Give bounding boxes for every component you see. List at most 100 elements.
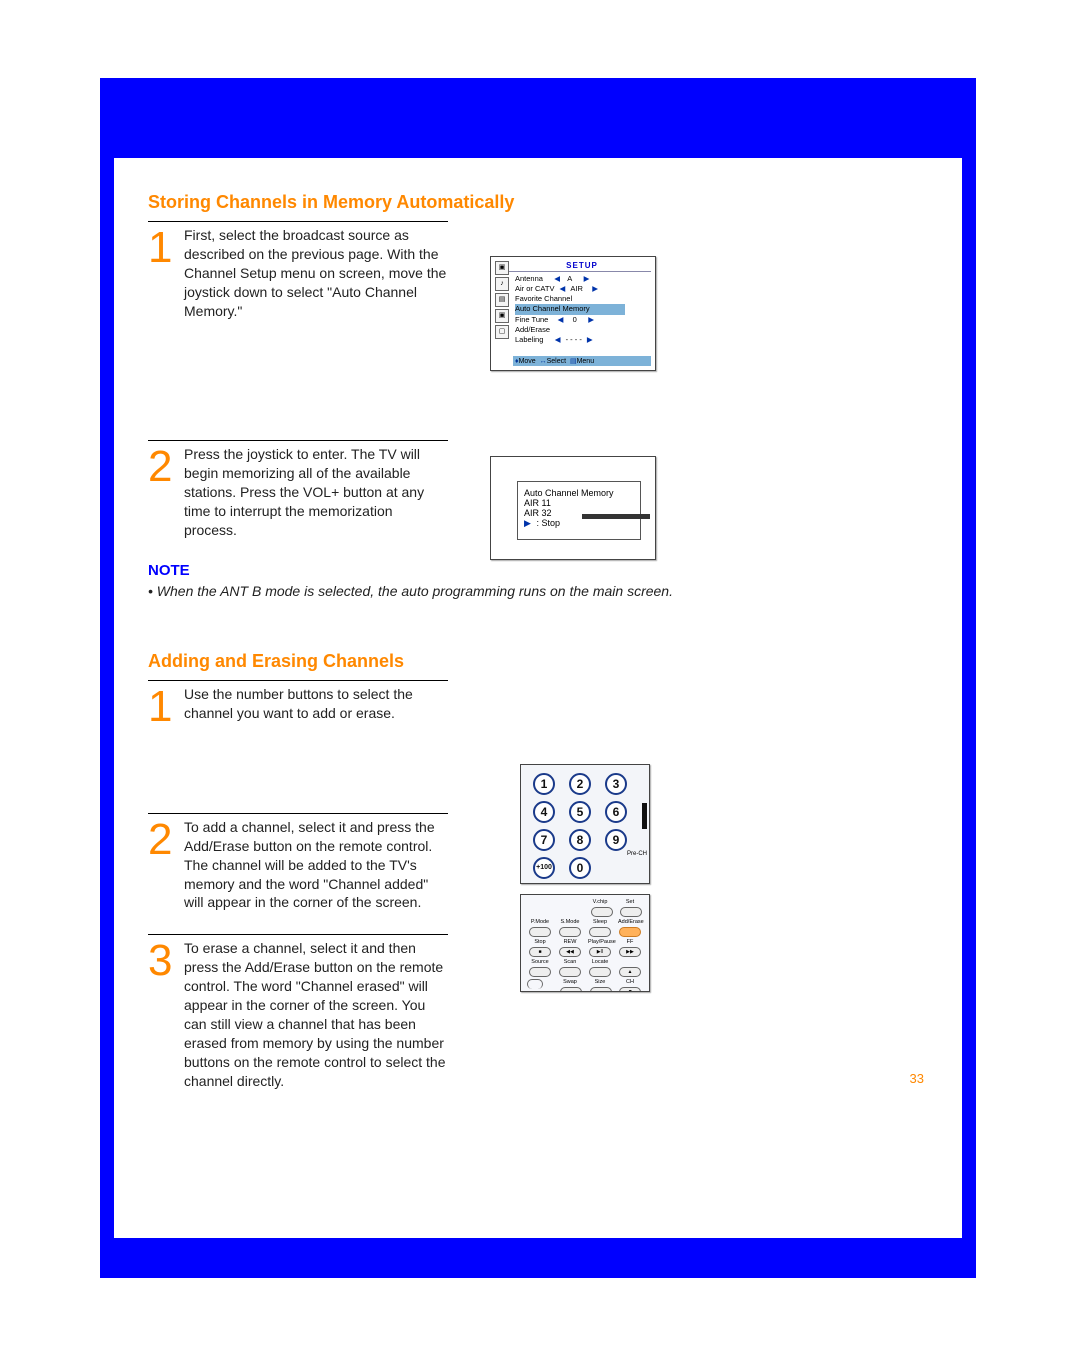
keypad: 1 2 3 4 5 6 7 8 9 +100 0: [533, 773, 645, 879]
keypad-button[interactable]: 9: [605, 829, 627, 851]
osd-icon: ▣: [495, 309, 509, 323]
step-block-a2: 2 Press the joystick to enter. The TV wi…: [148, 440, 448, 539]
remote-label: Source: [528, 959, 552, 965]
remote-label: FF: [618, 939, 642, 945]
osd-row-label: Labeling: [515, 335, 543, 344]
remote-button-swap[interactable]: [560, 987, 582, 992]
step-number: 3: [148, 939, 178, 1090]
step-text: Use the number buttons to select the cha…: [184, 685, 448, 729]
remote-label: Size: [588, 979, 612, 985]
keypad-dash-button[interactable]: [642, 803, 647, 829]
remote-button-size[interactable]: [590, 987, 612, 992]
step-number: 1: [148, 685, 178, 729]
step-text: Press the joystick to enter. The TV will…: [184, 445, 448, 539]
keypad-button[interactable]: 2: [569, 773, 591, 795]
remote-button-sleep[interactable]: [589, 927, 611, 937]
remote-button-smode[interactable]: [559, 927, 581, 937]
osd-row-value: AIR: [570, 284, 583, 293]
auto-channel-title: Auto Channel Memory: [524, 488, 634, 498]
osd-row-value: - - - -: [566, 335, 582, 344]
remote-button-scan[interactable]: [559, 967, 581, 977]
menu-icon: ▤: [570, 358, 577, 365]
keypad-button[interactable]: 1: [533, 773, 555, 795]
osd-row-highlighted: Auto Channel Memory: [515, 304, 625, 314]
remote-button[interactable]: [591, 907, 613, 917]
osd-footer-move: Move: [519, 358, 536, 365]
page-number: 33: [910, 1071, 924, 1086]
section-title-storing: Storing Channels in Memory Automatically: [148, 192, 928, 213]
note-text: • When the ANT B mode is selected, the a…: [148, 583, 928, 599]
step-block-a1: 1 First, select the broadcast source as …: [148, 221, 448, 320]
figure-remote: V.chip Set P.Mode S.Mode Sleep Add/Erase…: [520, 894, 650, 992]
remote-label: Locate: [588, 959, 612, 965]
keypad-button[interactable]: 0: [569, 857, 591, 879]
remote-wheel-icon: [527, 979, 543, 989]
keypad-prech-label: Pre-CH: [627, 851, 647, 857]
keypad-button[interactable]: 7: [533, 829, 555, 851]
auto-channel-line1: AIR 11: [524, 498, 634, 508]
remote-button[interactable]: [620, 907, 642, 917]
remote-label: Set: [618, 899, 642, 905]
osd-row-label: Air or CATV: [515, 284, 554, 293]
keypad-plus100[interactable]: +100: [533, 857, 555, 879]
keypad-button[interactable]: 4: [533, 801, 555, 823]
keypad-button[interactable]: 3: [605, 773, 627, 795]
osd-row-label: Fine Tune: [515, 315, 548, 324]
remote-button-add-erase[interactable]: [619, 927, 641, 937]
osd-footer-menu: Menu: [577, 358, 595, 365]
right-arrow-icon: ▶: [585, 315, 597, 324]
osd-footer-select: Select: [547, 358, 566, 365]
note-title: NOTE: [148, 562, 928, 579]
remote-label: V.chip: [588, 899, 612, 905]
auto-channel-progress-bar: [582, 514, 650, 519]
osd-icon-column: ▣ ♪ ▤ ▣ ▢: [495, 261, 513, 341]
left-arrow-icon: ◀: [555, 315, 567, 324]
left-arrow-icon: ◀: [551, 274, 563, 283]
step-text: First, select the broadcast source as de…: [184, 226, 448, 320]
step-text: To erase a channel, select it and then p…: [184, 939, 448, 1090]
step-number: 2: [148, 445, 178, 539]
figure-keypad: 1 2 3 4 5 6 7 8 9 +100 0 Pre-CH: [520, 764, 650, 884]
remote-button-play[interactable]: ▶II: [589, 947, 611, 957]
keypad-button[interactable]: 8: [569, 829, 591, 851]
right-arrow-icon: ▶: [589, 284, 601, 293]
remote-button-locate[interactable]: [589, 967, 611, 977]
osd-row-value: A: [567, 274, 572, 283]
right-arrow-icon: ▶: [524, 518, 534, 528]
keypad-button[interactable]: 5: [569, 801, 591, 823]
remote-button-stop[interactable]: ■: [529, 947, 551, 957]
section-title-adding: Adding and Erasing Channels: [148, 651, 928, 672]
osd-title: SETUP: [495, 261, 651, 272]
step-block-b1: 1 Use the number buttons to select the c…: [148, 680, 448, 729]
osd-row-label: Favorite Channel: [515, 294, 651, 304]
remote-button-down[interactable]: ▼: [619, 987, 641, 992]
figure-auto-channel: Auto Channel Memory AIR 11 AIR 32 ▶ : St…: [490, 456, 656, 560]
osd-icon: ▣: [495, 261, 509, 275]
remote-label: CH: [618, 979, 642, 985]
osd-row-label: Antenna: [515, 274, 543, 283]
remote-button-up[interactable]: ▲: [619, 967, 641, 977]
right-arrow-icon: ▶: [584, 335, 596, 344]
left-arrow-icon: ◀: [552, 335, 564, 344]
remote-button-ff[interactable]: ▶▶: [619, 947, 641, 957]
osd-icon: ♪: [495, 277, 509, 291]
remote-label: S.Mode: [558, 919, 582, 925]
figure-setup-osd: ▣ ♪ ▤ ▣ ▢ SETUP Antenna ◀ A ▶ Air or CAT…: [490, 256, 656, 371]
step-number: 1: [148, 226, 178, 320]
keypad-button[interactable]: 6: [605, 801, 627, 823]
keypad-button[interactable]: [605, 857, 627, 879]
step-block-b2: 2 To add a channel, select it and press …: [148, 813, 448, 912]
remote-button-pmode[interactable]: [529, 927, 551, 937]
step-block-b3: 3 To erase a channel, select it and then…: [148, 934, 448, 1090]
osd-row-value: 0: [573, 315, 577, 324]
osd-icon: ▤: [495, 293, 509, 307]
remote-label: Add/Erase: [618, 919, 642, 925]
remote-button-source[interactable]: [529, 967, 551, 977]
step-number: 2: [148, 818, 178, 912]
remote-button-rew[interactable]: ◀◀: [559, 947, 581, 957]
osd-footer: ♦Move ↔Select ▤Menu: [513, 356, 651, 366]
step-text: To add a channel, select it and press th…: [184, 818, 448, 912]
remote-label: Stop: [528, 939, 552, 945]
leftright-icon: ↔: [540, 358, 547, 365]
osd-icon: ▢: [495, 325, 509, 339]
